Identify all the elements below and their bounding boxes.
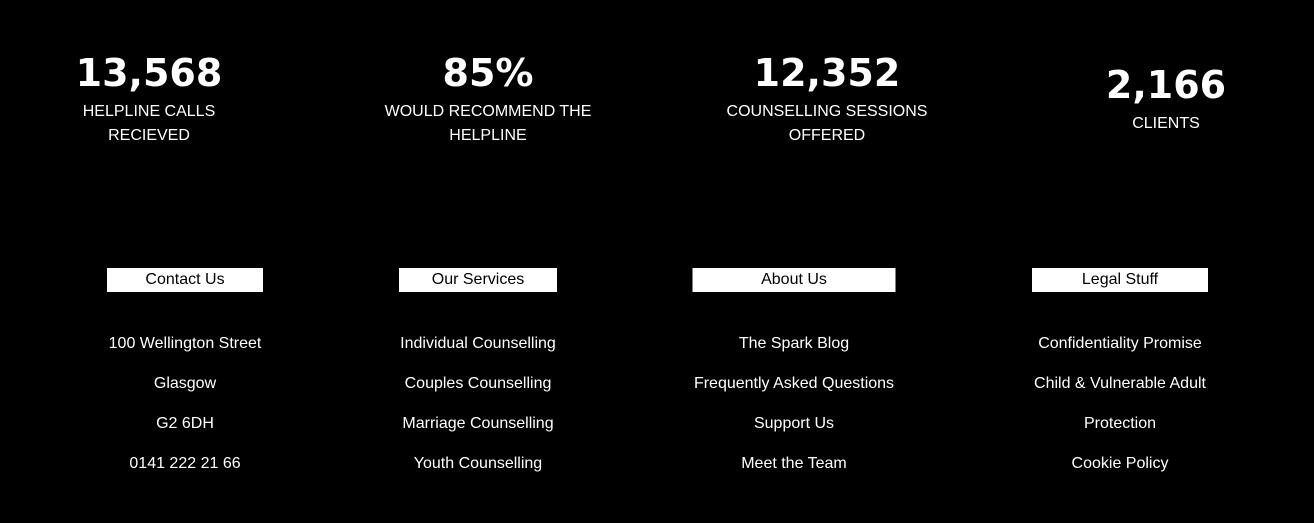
stat-label-line: OFFERED bbox=[788, 127, 866, 144]
stat-label: COUNSELLING SESSIONS OFFERED bbox=[727, 100, 928, 148]
stat-would-recommend: 85% WOULD RECOMMEND THE HELPLINE bbox=[385, 50, 592, 148]
footer-list-services: Individual Counselling Couples Counselli… bbox=[399, 332, 557, 492]
footer-link-meet-the-team[interactable]: Meet the Team bbox=[741, 455, 847, 472]
footer-link-faq[interactable]: Frequently Asked Questions bbox=[693, 375, 895, 392]
footer-link-youth-counselling[interactable]: Youth Counselling bbox=[413, 455, 543, 472]
stat-value: 13,568 bbox=[75, 51, 223, 95]
footer-link-confidentiality-promise[interactable]: Confidentiality Promise bbox=[1038, 335, 1202, 352]
stat-label: WOULD RECOMMEND THE HELPLINE bbox=[385, 100, 592, 148]
stat-label: CLIENTS bbox=[1106, 112, 1226, 136]
footer-column-legal: Legal Stuff Confidentiality Promise Chil… bbox=[1032, 268, 1208, 492]
footer-list-contact: 100 Wellington Street Glasgow G2 6DH 014… bbox=[107, 332, 263, 492]
stat-label-line: HELPLINE bbox=[449, 127, 527, 144]
footer-link-spark-blog[interactable]: The Spark Blog bbox=[738, 335, 850, 352]
stat-label-line: WOULD RECOMMEND THE bbox=[384, 103, 592, 120]
stat-value: 12,352 bbox=[753, 51, 901, 95]
footer-heading-services: Our Services bbox=[399, 268, 557, 292]
footer-heading-contact: Contact Us bbox=[107, 268, 263, 292]
footer-link-couples-counselling[interactable]: Couples Counselling bbox=[404, 375, 552, 392]
footer-heading-legal: Legal Stuff bbox=[1032, 268, 1208, 292]
stat-value: 85% bbox=[442, 51, 534, 95]
footer-list-about: The Spark Blog Frequently Asked Question… bbox=[693, 332, 896, 492]
stat-counselling-sessions: 12,352 COUNSELLING SESSIONS OFFERED bbox=[727, 50, 928, 148]
footer-link-support-us[interactable]: Support Us bbox=[753, 415, 835, 432]
footer-address-postcode: G2 6DH bbox=[156, 415, 214, 432]
footer-link-marriage-counselling[interactable]: Marriage Counselling bbox=[402, 415, 554, 432]
stat-label: HELPLINE CALLS RECIEVED bbox=[76, 100, 223, 148]
stat-label-line: RECIEVED bbox=[108, 127, 190, 144]
stat-clients: 2,166 CLIENTS bbox=[1106, 62, 1226, 136]
stat-helpline-calls: 13,568 HELPLINE CALLS RECIEVED bbox=[76, 50, 223, 148]
footer-column-contact: Contact Us 100 Wellington Street Glasgow… bbox=[107, 268, 263, 492]
footer-phone-link[interactable]: 0141 222 21 66 bbox=[129, 455, 241, 472]
stat-label-line: COUNSELLING SESSIONS bbox=[726, 103, 928, 120]
stat-label-line: HELPLINE CALLS bbox=[82, 103, 216, 120]
footer-address-city: Glasgow bbox=[153, 375, 217, 392]
stat-label-line: CLIENTS bbox=[1132, 115, 1200, 132]
footer-column-services: Our Services Individual Counselling Coup… bbox=[399, 268, 557, 492]
footer-column-about: About Us The Spark Blog Frequently Asked… bbox=[692, 268, 896, 492]
footer-heading-about: About Us bbox=[692, 268, 896, 292]
footer-link-cookie-policy[interactable]: Cookie Policy bbox=[1071, 455, 1169, 472]
stat-value: 2,166 bbox=[1105, 63, 1227, 107]
footer-address-street: 100 Wellington Street bbox=[108, 335, 262, 352]
footer-list-legal: Confidentiality Promise Child & Vulnerab… bbox=[1032, 332, 1208, 492]
footer-link-child-vulnerable-adult[interactable]: Child & Vulnerable Adult bbox=[1034, 375, 1206, 392]
footer-link-individual-counselling[interactable]: Individual Counselling bbox=[400, 335, 556, 352]
footer-link-protection[interactable]: Protection bbox=[1083, 415, 1157, 432]
